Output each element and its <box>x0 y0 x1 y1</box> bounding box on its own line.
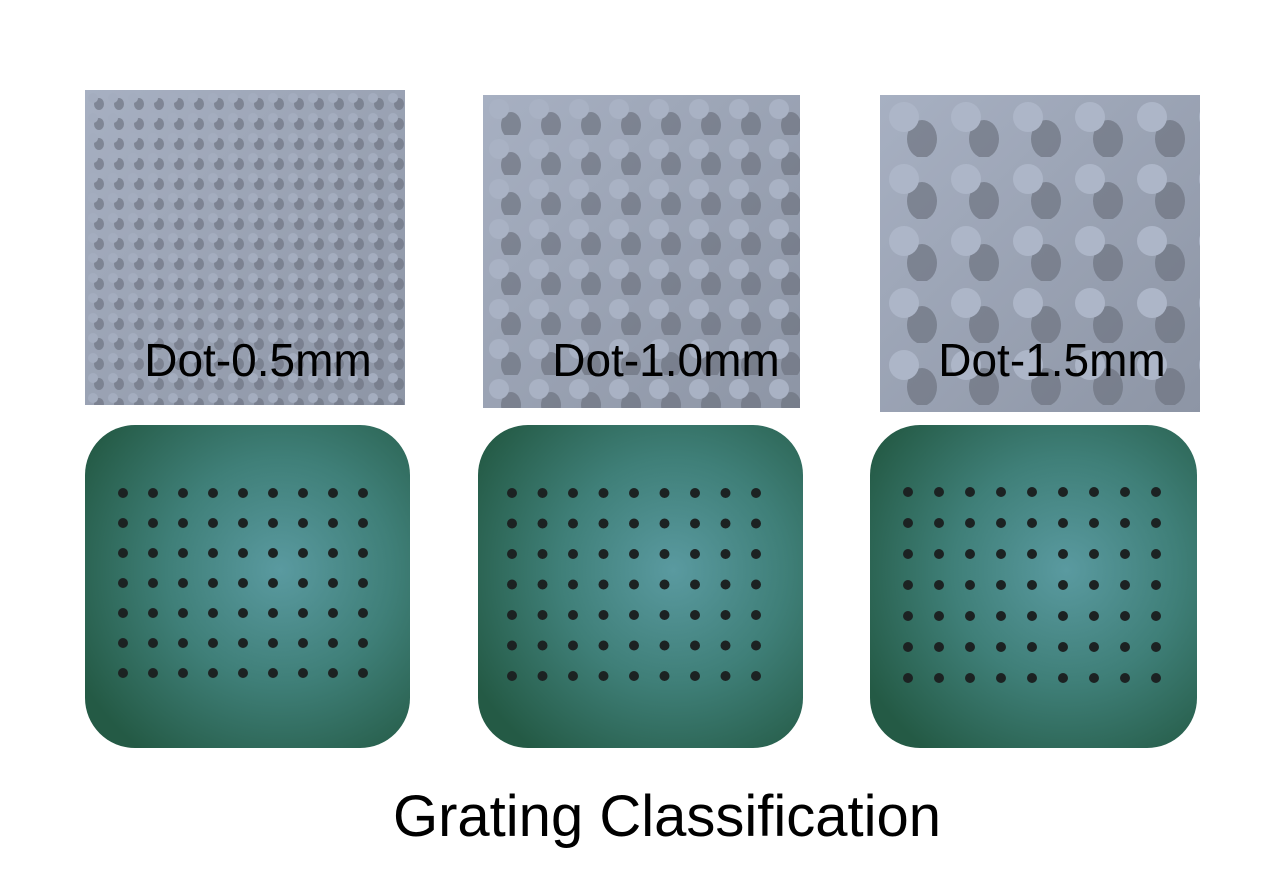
sensor-images <box>85 425 1197 748</box>
panel-label: Dot-0.5mm <box>144 334 371 386</box>
caption: Grating Classification <box>393 784 941 849</box>
marker-dots <box>495 475 780 685</box>
marker-dots <box>890 475 1175 685</box>
dots <box>85 90 405 405</box>
dots <box>880 95 1200 412</box>
marker-dots <box>105 475 385 685</box>
panel-label: Dot-1.5mm <box>938 334 1165 386</box>
grating-renders <box>85 90 1200 412</box>
dots <box>483 95 800 408</box>
panel-label: Dot-1.0mm <box>552 334 779 386</box>
